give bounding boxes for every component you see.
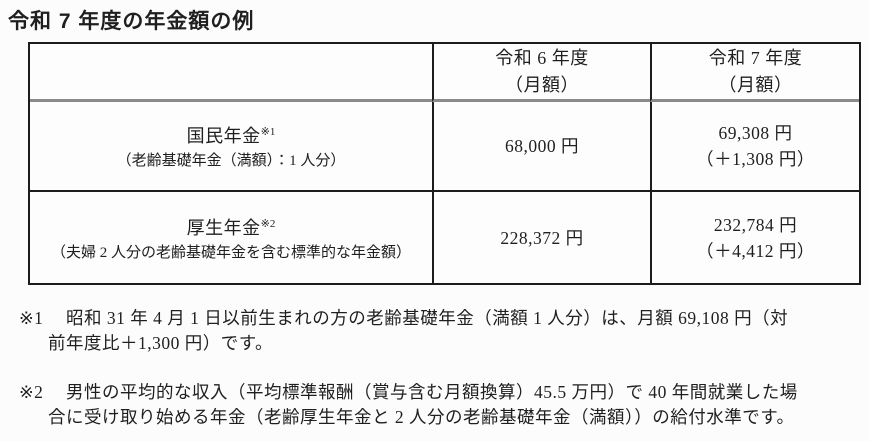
- row-kokumin-footnote-ref: ※1: [260, 126, 276, 138]
- footnote-1: ※1 昭和 31 年 4 月 1 日以前生まれの方の老齢基礎年金（満額 1 人分…: [19, 306, 788, 356]
- header-reiwa6-year: 令和 6 年度: [495, 47, 589, 68]
- header-reiwa7-unit: （月額）: [718, 74, 793, 95]
- row-kousei-r7-change: （＋4,412 円）: [696, 240, 815, 261]
- row-kousei-r7-cell: 232,784 円 （＋4,412 円）: [650, 190, 859, 283]
- footnote-2-line1: ※2 男性の平均的な収入（平均標準報酬（賞与含む月額換算）45.5 万円）で 4…: [19, 380, 798, 405]
- row-kousei-name: 厚生年金※2: [187, 211, 276, 241]
- row-kokumin-r6-cell: 68,000 円: [432, 102, 650, 190]
- footnote-2-text1: 男性の平均的な収入（平均標準報酬（賞与含む月額換算）45.5 万円）で 40 年…: [66, 382, 798, 402]
- row-kokumin-r6-amount: 68,000 円: [505, 136, 579, 156]
- row-kousei-r6-amount: 228,372 円: [500, 227, 584, 248]
- header-cell-reiwa7: 令和 7 年度 （月額）: [650, 44, 859, 102]
- footnote-1-line2: 前年度比＋1,300 円）です。: [48, 333, 273, 353]
- row-kousei-r6-cell: 228,372 円: [432, 190, 650, 283]
- footnote-1-marker: ※1: [19, 308, 44, 328]
- row-kokumin-name-text: 国民年金: [186, 126, 261, 146]
- row-kousei-r7-amount: 232,784 円: [713, 214, 798, 235]
- row-kousei-name-text: 厚生年金: [186, 217, 261, 238]
- header-reiwa7-year: 令和 7 年度: [708, 47, 803, 68]
- row-kokumin-r7-amount: 69,308 円: [718, 123, 793, 143]
- footnote-2: ※2 男性の平均的な収入（平均標準報酬（賞与含む月額換算）45.5 万円）で 4…: [19, 380, 798, 430]
- footnote-2-line2: 合に受け取り始める年金（老齢厚生年金と 2 人分の老齢基礎年金（満額））の給付水…: [48, 407, 795, 427]
- row-kokumin-r7-change: （＋1,308 円）: [696, 149, 815, 169]
- footnote-1-text1: 昭和 31 年 4 月 1 日以前生まれの方の老齢基礎年金（満額 1 人分）は、…: [66, 308, 789, 328]
- footnote-2-marker: ※2: [19, 382, 44, 402]
- row-kousei-description: （夫婦 2 人分の老齢基礎年金を含む標準的な年金額）: [50, 244, 411, 261]
- row-kousei-footnote-ref: ※2: [260, 217, 276, 230]
- row-kousei-name-cell: 厚生年金※2 （夫婦 2 人分の老齢基礎年金を含む標準的な年金額）: [30, 190, 432, 283]
- header-cell-blank: [30, 44, 432, 102]
- row-kokumin-description: （老齢基礎年金（満額）：1 人分）: [116, 153, 346, 169]
- page-title: 令和 7 年度の年金額の例: [8, 10, 255, 33]
- row-kokumin-r7-cell: 69,308 円 （＋1,308 円）: [650, 102, 859, 190]
- pension-table: 令和 6 年度 （月額） 令和 7 年度 （月額） 国民年金※1 （老齢基礎年金…: [28, 42, 861, 285]
- row-kokumin-name-cell: 国民年金※1 （老齢基礎年金（満額）：1 人分）: [30, 102, 432, 190]
- header-reiwa6-unit: （月額）: [505, 74, 579, 95]
- row-kokumin-name: 国民年金※1: [187, 119, 276, 149]
- header-cell-reiwa6: 令和 6 年度 （月額）: [432, 44, 650, 102]
- footnote-1-line1: ※1 昭和 31 年 4 月 1 日以前生まれの方の老齢基礎年金（満額 1 人分…: [19, 306, 788, 331]
